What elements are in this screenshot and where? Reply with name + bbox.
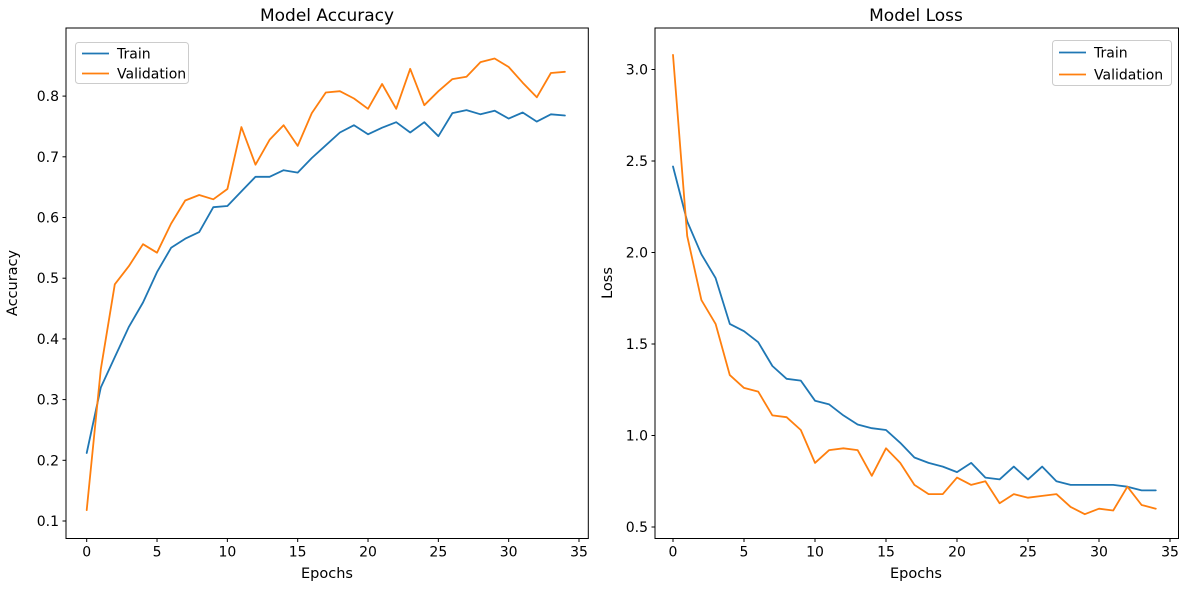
y-tick-label: 1.5 (626, 337, 648, 353)
x-tick-label: 20 (948, 545, 966, 561)
x-tick-label: 35 (1161, 545, 1179, 561)
y-tick-label: 0.7 (37, 150, 59, 166)
y-tick-label: 0.1 (37, 514, 59, 530)
validation-series-line (85, 57, 566, 512)
accuracy-plot-area: 0 5 10 15 20 25 30 35 0.1 0.2 0.3 0.4 0.5 0.6 0.7 0.8 (37, 27, 589, 561)
loss-legend: Train Validation (1052, 40, 1172, 86)
x-tick-label: 5 (153, 545, 162, 561)
x-tick-label: 35 (570, 545, 588, 561)
y-tick-label: 3.0 (626, 63, 648, 79)
axes-frame (65, 27, 589, 539)
x-tick-label: 10 (218, 545, 236, 561)
loss-x-axis-label: Epochs (890, 566, 942, 582)
x-tick-label: 10 (806, 545, 824, 561)
x-tick-label: 25 (429, 545, 447, 561)
validation-series-line (672, 54, 1157, 516)
loss-legend-train-label: Train (1093, 46, 1128, 62)
y-tick-label: 2.5 (626, 154, 648, 170)
accuracy-chart: Model Accuracy Epochs Accuracy 0 5 10 15 20 2… (5, 6, 589, 582)
y-tick-label: 1.0 (626, 429, 648, 445)
axes-frame (654, 27, 1179, 539)
x-tick-label: 15 (289, 545, 307, 561)
accuracy-chart-title: Model Accuracy (260, 6, 394, 26)
train-series-line (672, 165, 1157, 492)
loss-plot-area: 0 5 10 15 20 25 30 35 0.5 1.0 1.5 2.0 2.5 3.0 (626, 27, 1179, 561)
x-tick-label: 15 (877, 545, 895, 561)
y-tick-label: 0.4 (37, 332, 59, 348)
accuracy-legend-validation-label: Validation (117, 67, 186, 83)
y-tick-label: 0.8 (37, 89, 59, 105)
y-tick-label: 0.5 (37, 271, 59, 287)
loss-y-axis-label: Loss (600, 267, 616, 299)
accuracy-legend-train-label: Train (116, 47, 151, 63)
x-tick-label: 25 (1019, 545, 1037, 561)
y-tick-label: 0.5 (626, 520, 648, 536)
accuracy-legend: Train Validation (75, 42, 189, 84)
x-tick-label: 30 (1090, 545, 1108, 561)
y-tick-label: 0.2 (37, 453, 59, 469)
x-tick-label: 0 (669, 545, 678, 561)
accuracy-x-axis-label: Epochs (301, 566, 353, 582)
y-tick-label: 2.0 (626, 246, 648, 262)
train-series-line (85, 109, 566, 454)
loss-legend-validation-label: Validation (1094, 68, 1163, 84)
x-tick-label: 20 (359, 545, 377, 561)
x-tick-label: 0 (82, 545, 91, 561)
y-tick-label: 0.6 (37, 211, 59, 227)
y-tick-label: 0.3 (37, 393, 59, 409)
loss-chart-title: Model Loss (869, 6, 963, 26)
accuracy-y-axis-label: Accuracy (5, 249, 21, 316)
x-tick-label: 30 (500, 545, 518, 561)
x-tick-label: 5 (740, 545, 749, 561)
loss-chart: Model Loss Epochs Loss 0 5 10 15 20 25 30 35 0.5… (600, 6, 1179, 582)
